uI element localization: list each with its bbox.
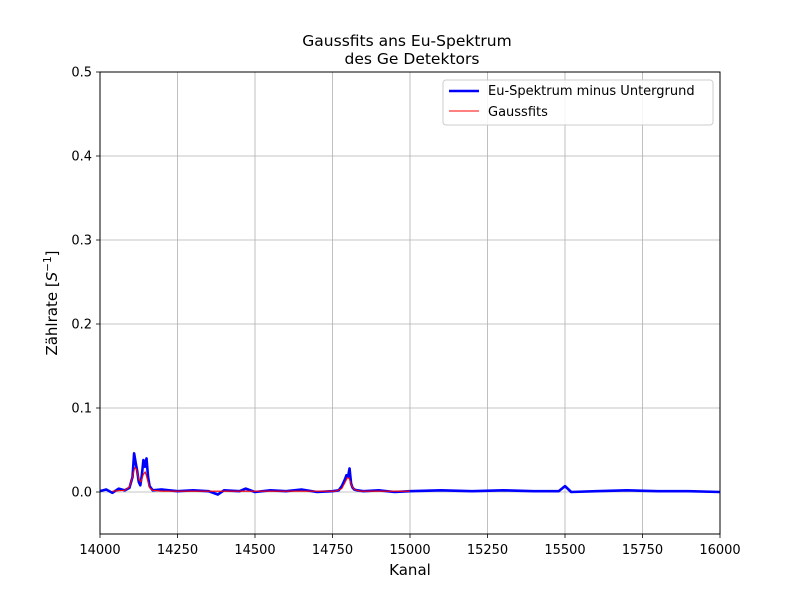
legend-box	[442, 79, 714, 126]
y-axis-label-prefix: Zählrate [	[43, 281, 61, 355]
legend-label-spectrum: Eu-Spektrum minus Untergrund	[488, 84, 695, 99]
legend: Eu-Spektrum minus Untergrund Gaussfits	[442, 79, 714, 126]
y-axis-ticks: 0.0 0.1 0.2 0.3 0.4 0.5	[71, 66, 100, 501]
x-tick-label: 14500	[234, 543, 275, 558]
y-axis-label-sup: −1	[42, 256, 54, 271]
y-tick-label: 0.4	[71, 150, 92, 165]
chart-title-line2: des Ge Detektors	[345, 50, 480, 68]
y-tick-label: 0.5	[71, 66, 92, 81]
x-tick-label: 14750	[312, 543, 353, 558]
y-tick-label: 0.0	[71, 486, 92, 501]
series-layer	[99, 452, 721, 496]
x-axis-label: Kanal	[389, 561, 431, 579]
x-tick-label: 14250	[157, 543, 198, 558]
x-tick-label: 15000	[389, 543, 430, 558]
y-tick-label: 0.3	[71, 234, 92, 249]
y-axis-label: Zählrate [S−1]	[42, 250, 61, 355]
x-tick-label: 14000	[79, 543, 120, 558]
x-axis-ticks: 14000 14250 14500 14750 15000 15250 15500 15750…	[79, 534, 741, 558]
chart-title-line1: Gaussfits ans Eu-Spektrum	[302, 32, 511, 50]
x-tick-label: 15750	[622, 543, 663, 558]
grid-lines	[99, 71, 721, 534]
x-tick-label: 15500	[544, 543, 585, 558]
x-tick-label: 16000	[699, 543, 740, 558]
y-axis-label-base: S	[43, 271, 61, 281]
gaussfits-line	[112, 467, 410, 492]
y-tick-label: 0.2	[71, 318, 92, 333]
legend-label-gaussfits: Gaussfits	[488, 105, 548, 120]
y-tick-label: 0.1	[71, 402, 92, 417]
x-tick-label: 15250	[467, 543, 508, 558]
y-axis-label-suffix: ]	[43, 250, 61, 256]
